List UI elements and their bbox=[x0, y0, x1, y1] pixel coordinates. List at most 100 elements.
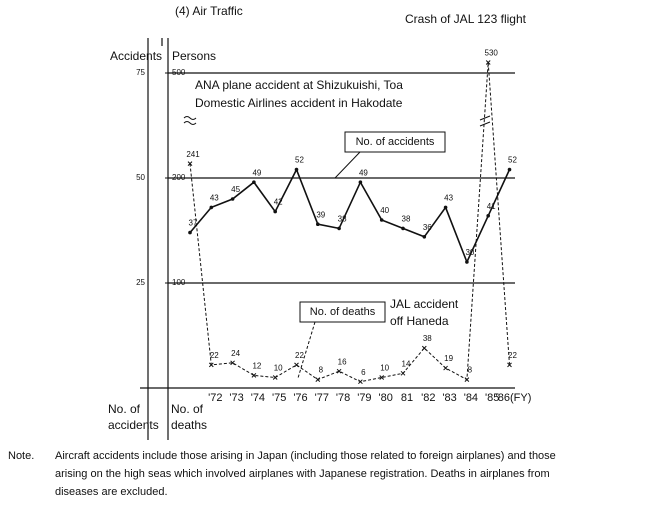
data-label: 38 bbox=[338, 215, 347, 224]
data-point bbox=[252, 180, 256, 184]
x-tick-label: '74 bbox=[251, 392, 265, 404]
series-line bbox=[189, 62, 510, 383]
data-label: 52 bbox=[295, 156, 304, 165]
data-point bbox=[358, 180, 363, 184]
data-point bbox=[272, 375, 278, 380]
data-point bbox=[358, 379, 363, 385]
y2-tick-label: 200 bbox=[172, 173, 186, 182]
y-axis-label: Accidents bbox=[110, 49, 162, 63]
data-label: 38 bbox=[423, 334, 432, 343]
data-point bbox=[230, 360, 235, 366]
data-label: 45 bbox=[231, 185, 240, 194]
x-tick-label: '86(FY) bbox=[496, 392, 532, 404]
annotation: Crash of JAL 123 flight bbox=[405, 12, 527, 26]
data-label: 43 bbox=[444, 194, 453, 203]
note: diseases are excluded. bbox=[55, 486, 168, 498]
legend-label: No. of accidents bbox=[356, 136, 435, 148]
data-point bbox=[401, 226, 405, 231]
data-label: 40 bbox=[380, 206, 389, 215]
y2-axis-label: Persons bbox=[172, 49, 216, 63]
data-point bbox=[421, 345, 427, 351]
data-point bbox=[465, 260, 469, 264]
data-point bbox=[379, 218, 384, 222]
legend-box bbox=[299, 301, 386, 323]
data-label: 22 bbox=[210, 351, 219, 360]
data-point bbox=[294, 167, 299, 172]
data-label: 8 bbox=[468, 366, 473, 375]
data-point bbox=[188, 230, 192, 235]
data-label: 39 bbox=[316, 210, 325, 219]
x-tick-label: '80 bbox=[379, 392, 393, 404]
axis-break bbox=[183, 115, 491, 127]
data-label: 42 bbox=[274, 198, 283, 207]
y-axis-label: accidents bbox=[108, 418, 159, 432]
y2-axis-label: No. of bbox=[171, 402, 204, 416]
data-label: 30 bbox=[465, 248, 474, 257]
data-label: 8 bbox=[319, 366, 324, 375]
data-point bbox=[400, 370, 406, 376]
data-label: 49 bbox=[252, 168, 261, 177]
note: arising on the high seas which involved … bbox=[55, 468, 550, 480]
data-point bbox=[443, 205, 448, 210]
data-label: 36 bbox=[423, 223, 432, 232]
data-point bbox=[379, 375, 385, 380]
chart-title: (4) Air Traffic bbox=[175, 4, 243, 18]
data-label: 24 bbox=[231, 349, 240, 358]
note-label: Note. bbox=[8, 450, 34, 462]
x-tick-label: '72 bbox=[208, 392, 222, 404]
data-label: 19 bbox=[444, 354, 453, 363]
y-tick-label: 75 bbox=[136, 68, 145, 77]
data-point bbox=[336, 368, 342, 374]
x-tick-label: '75 bbox=[272, 392, 286, 404]
note: Aircraft accidents include those arising… bbox=[55, 450, 556, 462]
data-point bbox=[337, 226, 341, 231]
y-tick-label: 25 bbox=[136, 278, 145, 287]
x-tick-label: 81 bbox=[401, 392, 413, 404]
x-tick-label: '83 bbox=[442, 392, 456, 404]
y2-tick-label: 500 bbox=[172, 68, 186, 77]
data-point bbox=[273, 209, 278, 214]
data-label: 38 bbox=[402, 215, 411, 224]
annotation: Domestic Airlines accident in Hakodate bbox=[195, 96, 403, 110]
data-point bbox=[208, 362, 214, 368]
data-point bbox=[294, 362, 299, 368]
data-label: 10 bbox=[274, 364, 283, 373]
legend-pointer bbox=[297, 321, 316, 379]
data-label: 6 bbox=[361, 368, 366, 377]
data-label: 22 bbox=[295, 351, 304, 360]
data-label: 41 bbox=[487, 202, 496, 211]
data-label: 16 bbox=[338, 357, 347, 366]
x-tick-label: '79 bbox=[357, 392, 371, 404]
annotation: ANA plane accident at Shizukuishi, Toa bbox=[195, 78, 403, 92]
data-label: 22 bbox=[508, 351, 517, 360]
annotation: JAL accident bbox=[390, 297, 459, 311]
x-tick-label: '78 bbox=[336, 392, 350, 404]
data-label: 37 bbox=[189, 219, 198, 228]
y-tick-label: 50 bbox=[136, 173, 145, 182]
data-label: 43 bbox=[210, 194, 219, 203]
data-label: 241 bbox=[186, 150, 200, 159]
data-label: 14 bbox=[402, 359, 411, 368]
data-label: 52 bbox=[508, 156, 517, 165]
x-tick-label: '84 bbox=[464, 392, 478, 404]
x-tick-label: '85 bbox=[485, 392, 499, 404]
legend-label: No. of deaths bbox=[310, 306, 376, 318]
data-point bbox=[315, 377, 321, 382]
data-point bbox=[507, 362, 512, 368]
x-tick-label: '77 bbox=[315, 392, 329, 404]
data-point bbox=[507, 167, 512, 172]
x-tick-label: '76 bbox=[293, 392, 307, 404]
data-point bbox=[422, 235, 427, 239]
data-point bbox=[486, 214, 491, 218]
data-point bbox=[251, 373, 257, 378]
x-tick-label: '73 bbox=[229, 392, 243, 404]
series-line bbox=[189, 167, 511, 265]
data-label: 530 bbox=[485, 49, 499, 58]
data-point bbox=[485, 60, 491, 65]
data-point bbox=[316, 222, 320, 226]
y-axis-label: No. of bbox=[108, 402, 141, 416]
x-tick-label: '82 bbox=[421, 392, 435, 404]
data-label: 10 bbox=[380, 364, 389, 373]
data-label: 49 bbox=[359, 168, 368, 177]
